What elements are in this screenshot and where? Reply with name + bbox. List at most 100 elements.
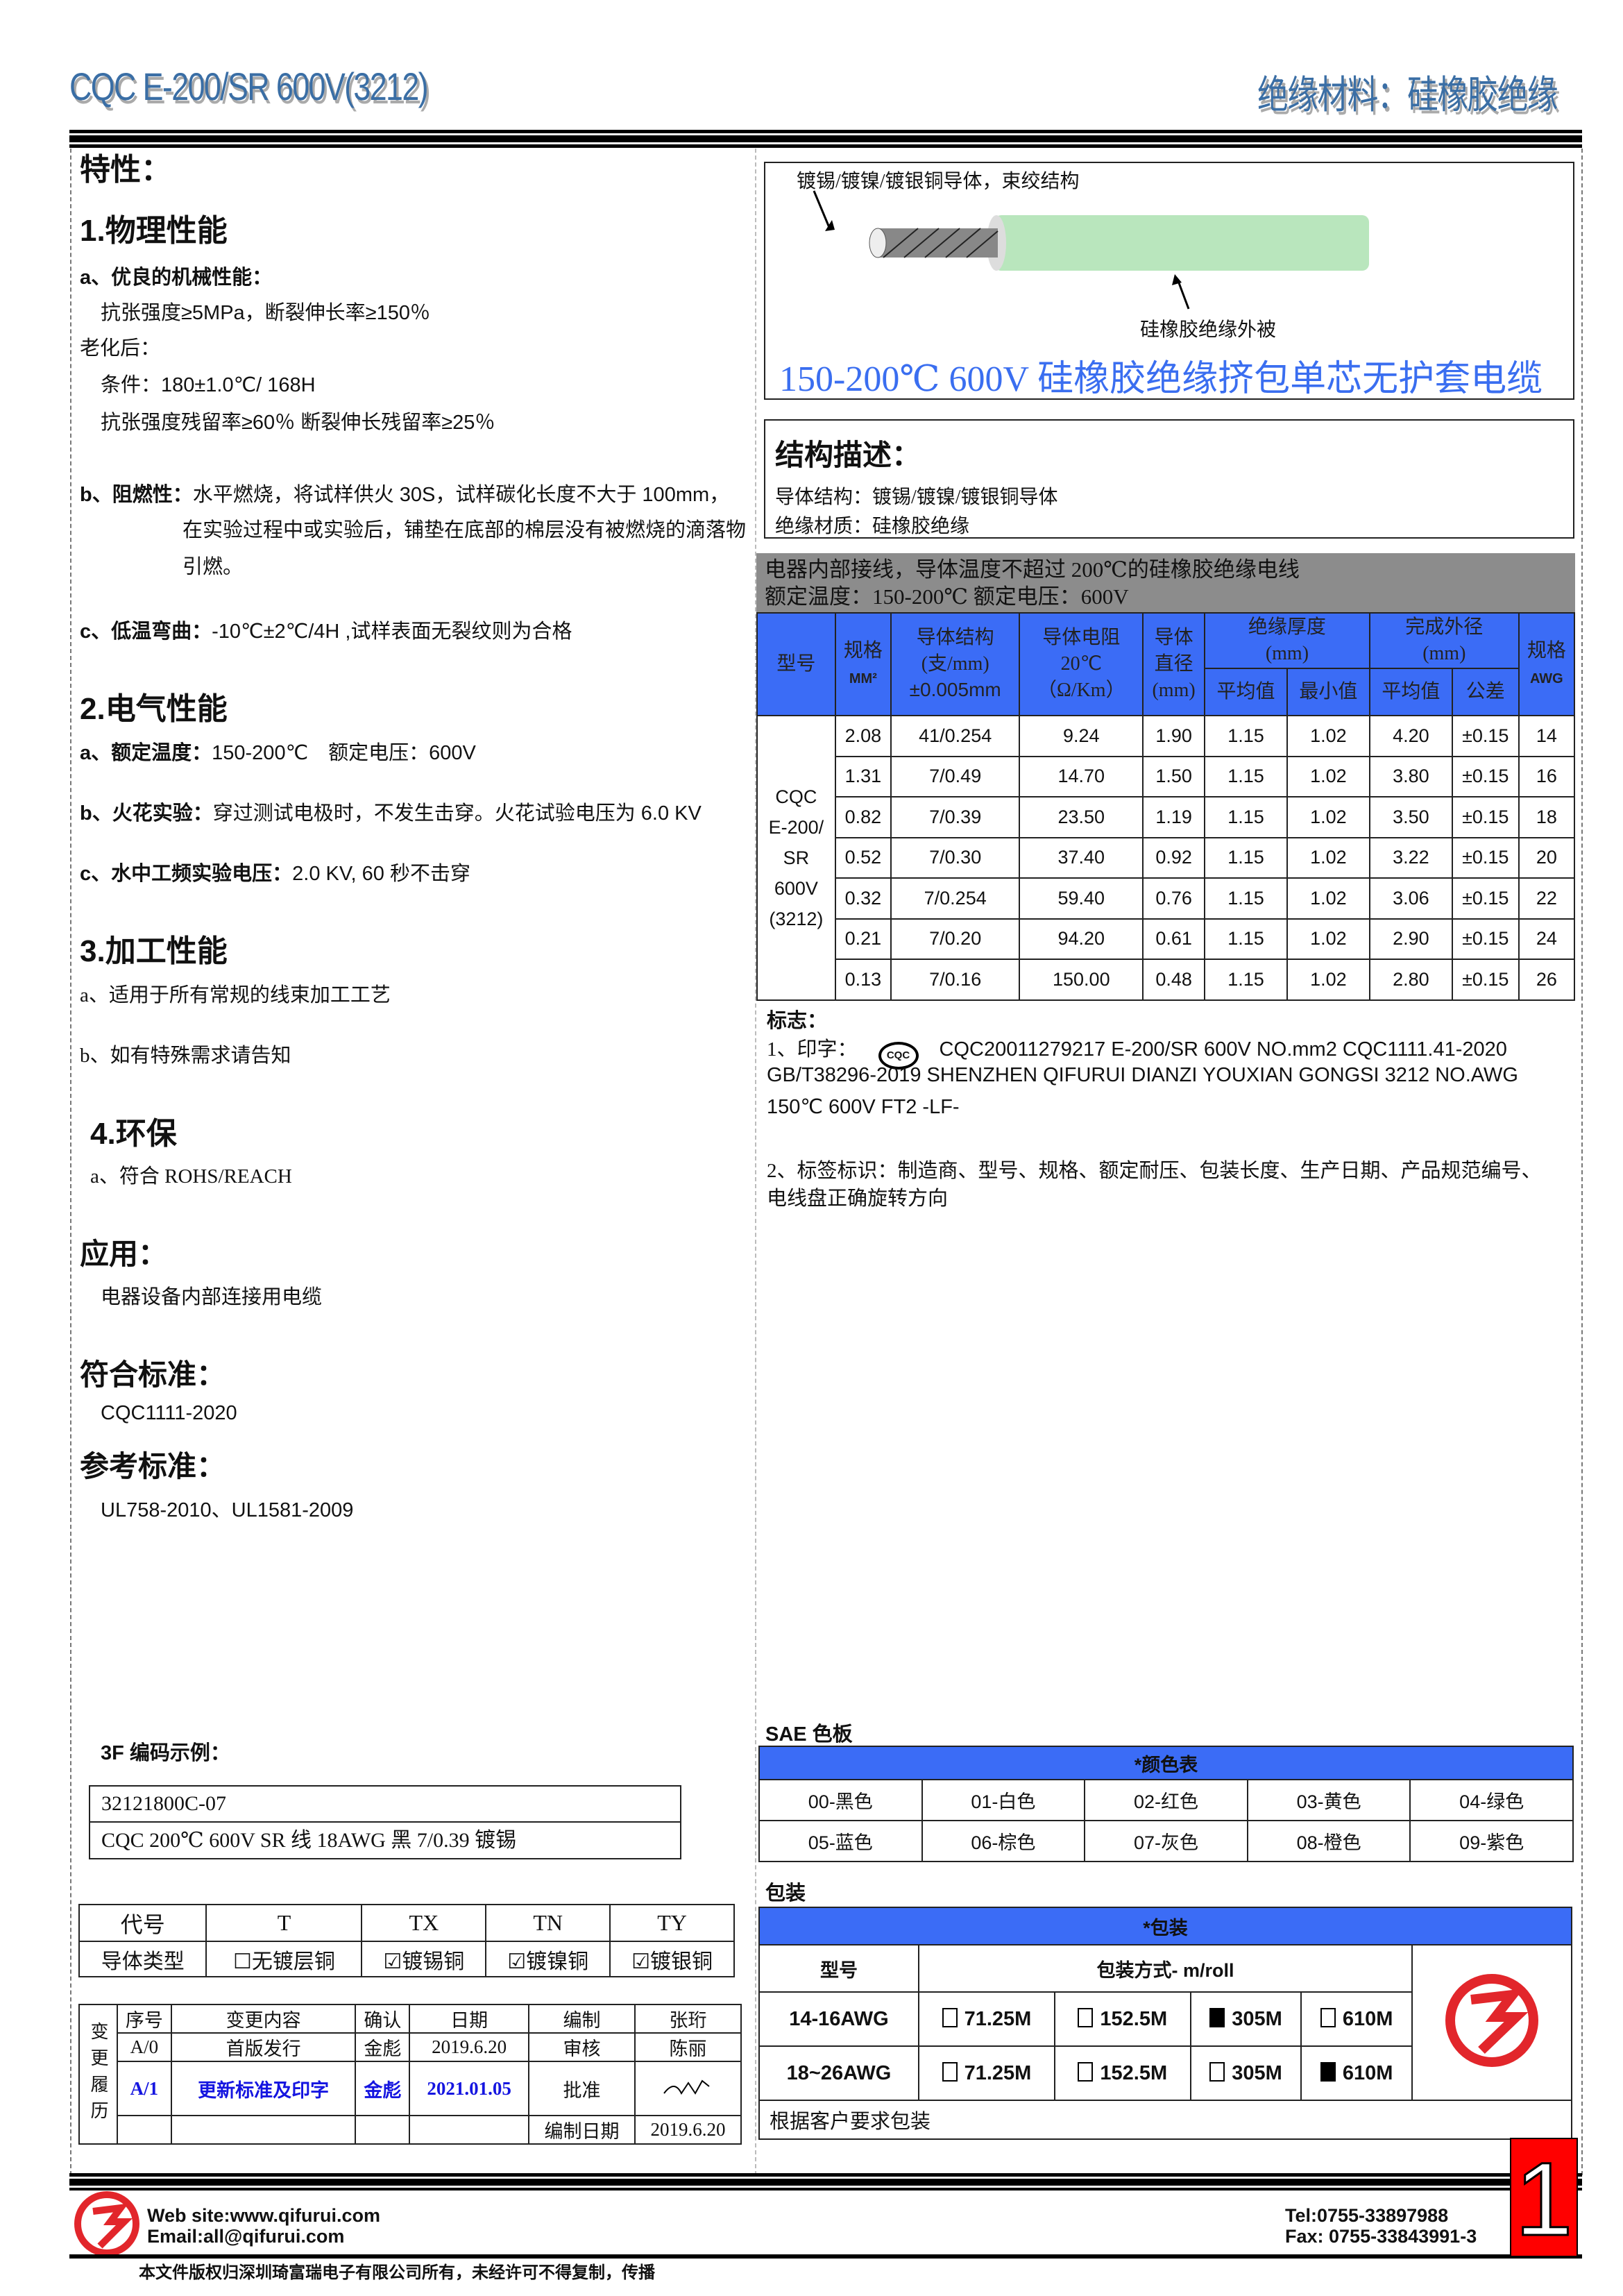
section-env-title: 4.环保 (90, 1117, 177, 1151)
col-od-avg: 平均值 (1368, 668, 1453, 716)
checked-box-icon[interactable]: ☑ (383, 1950, 402, 1973)
unselected-box-icon[interactable] (1209, 2061, 1225, 2082)
header-rule (69, 130, 1582, 133)
application-title: 应用： (80, 1238, 168, 1270)
conductor-option: ☑镀银铜 (609, 1941, 735, 1977)
color-item: 08-橙色 (1246, 1820, 1411, 1862)
history-row: A/1 更新标准及印字 金彪 2021.01.05 批准 (79, 2061, 742, 2116)
unselected-box-icon[interactable] (1078, 2007, 1094, 2027)
spec-cell: 20 (1518, 836, 1576, 879)
color-item: 05-蓝色 (758, 1820, 923, 1862)
unselected-box-icon[interactable] (1320, 2007, 1336, 2027)
col-ins-avg: 平均值 (1204, 668, 1288, 716)
print-label: 1、印字： (767, 1038, 858, 1061)
selected-box-icon[interactable] (1320, 2061, 1336, 2082)
fax: Fax: 0755-33843991-3 (1285, 2226, 1477, 2247)
column-divider (755, 149, 756, 2175)
spec-cell: 14.70 (1019, 755, 1144, 797)
spec-cell: 7/0.20 (890, 918, 1021, 960)
packing-model: 14-16AWG (758, 1991, 919, 2047)
l: ±0.005mm (909, 679, 1001, 701)
spec-cell: 9.24 (1019, 715, 1144, 757)
type-label: 导体类型 (78, 1941, 207, 1977)
company-logo-cell (1411, 1944, 1572, 2101)
history-empty-cell (409, 2115, 530, 2145)
checked-box-icon[interactable]: ☑ (507, 1950, 527, 1973)
unselected-box-icon[interactable] (1078, 2061, 1094, 2082)
history-cell: 更新标准及印字 (170, 2061, 357, 2116)
signature (634, 2061, 742, 2116)
packing-option: 152.5M (1053, 2045, 1191, 2101)
print-line-1: CQC20011279217 E-200/SR 600V NO.mm2 CQC1… (939, 1038, 1507, 1061)
color-item: 09-紫色 (1409, 1820, 1574, 1862)
spec-cell: 59.40 (1019, 877, 1144, 920)
l: AWG (1529, 671, 1563, 686)
summary-line-2: 额定温度：150-200℃ 额定电压：600V (765, 584, 1129, 609)
packing-option: 152.5M (1053, 1991, 1191, 2047)
col-od: 完成外径 (mm) (1368, 612, 1520, 669)
history-cell: 金彪 (355, 2061, 411, 2116)
spec-cell: 1.15 (1204, 959, 1288, 1001)
packing-length: 305M (1232, 2007, 1282, 2030)
l: (mm) (1422, 643, 1466, 664)
label-line-2: 电线盘正确旋转方向 (767, 1188, 949, 1210)
spec-cell: 150.00 (1019, 959, 1144, 1001)
spec-cell: ±0.15 (1451, 796, 1520, 838)
col-structure: 导体结构 (支/mm) ±0.005mm (890, 612, 1021, 716)
arrow-head (825, 220, 835, 231)
conductor-type-table: 代号 T TX TN TY 导体类型 ☐无镀层铜 ☑镀锡铜 ☑镀镍铜 ☑镀银铜 (78, 1903, 735, 1977)
page-number: 1 (1510, 2138, 1578, 2259)
header-rule-thick (69, 135, 1582, 142)
spec-cell: 7/0.39 (890, 796, 1021, 838)
spec-cell: 1.15 (1204, 796, 1288, 838)
packing-length: 152.5M (1100, 2061, 1168, 2084)
history-cell: A/1 (117, 2061, 172, 2116)
color-item: 01-白色 (921, 1779, 1086, 1821)
packing-note-row: 根据客户要求包装 (758, 2100, 1572, 2140)
col-diameter: 导体 直径 (mm) (1142, 612, 1205, 716)
cqc-logo: CQC (878, 1042, 919, 1070)
selected-box-icon[interactable] (1209, 2007, 1225, 2027)
l: (mm) (1152, 679, 1196, 701)
footer-rule (69, 2188, 1582, 2191)
spec-cell: ±0.15 (1451, 715, 1520, 757)
history-cell: 陈丽 (634, 2032, 742, 2062)
change-history-table: 变更履历 序号 变更内容 确认 日期 编制 张珩 A/0 首版发行 金彪 2019.6.20 审核 陈丽… (78, 2004, 742, 2145)
color-row: 05-蓝色 06-棕色 07-灰色 08-橙色 09-紫色 (758, 1820, 1574, 1862)
l: 20℃ (1060, 653, 1103, 675)
spec-cell: 1.15 (1204, 877, 1288, 920)
model-line: SR (783, 847, 810, 868)
processing-a: a、适用于所有常规的线束加工工艺 (80, 984, 391, 1006)
spec-row: 1.31 7/0.49 14.70 1.50 1.15 1.02 3.80 ±0.15 16 (757, 755, 1576, 797)
col-awg: 规格 AWG (1518, 612, 1576, 716)
spec-cell: 0.76 (1142, 877, 1205, 920)
spec-cell: 1.31 (834, 755, 892, 797)
unselected-box-icon[interactable] (942, 2007, 958, 2027)
history-header: 变更内容 (170, 2004, 357, 2034)
checked-box-icon[interactable]: ☑ (631, 1950, 651, 1973)
packing-header-row: *包装 (758, 1907, 1572, 1945)
spec-cell: 23.50 (1019, 796, 1144, 838)
spec-cell: 1.15 (1204, 836, 1288, 879)
history-cell: A/0 (117, 2032, 172, 2062)
unselected-box-icon[interactable] (942, 2061, 958, 2082)
code-header: TY (609, 1903, 735, 1943)
spec-cell: 1.02 (1286, 715, 1370, 757)
packing-title: 包装 (765, 1882, 806, 1905)
coding-example-box: 32121800C-07 CQC 200℃ 600V SR 线 18AWG 黑 … (89, 1785, 681, 1859)
website-link[interactable]: Web site:www.qifurui.com (147, 2205, 381, 2226)
unchecked-box-icon[interactable]: ☐ (233, 1950, 252, 1973)
history-empty-cell (117, 2115, 172, 2145)
email-link[interactable]: Email:all@qifurui.com (147, 2226, 345, 2247)
history-cell: 2021.01.05 (409, 2061, 530, 2116)
code-row: 代号 T TX TN TY (78, 1903, 735, 1943)
l: (mm) (1265, 643, 1309, 664)
col-insulation: 绝缘厚度 (mm) (1204, 612, 1370, 669)
code-header: 代号 (78, 1903, 207, 1943)
spec-cell: 14 (1518, 715, 1576, 757)
spec-cell: 3.22 (1368, 836, 1453, 879)
structure-title: 结构描述： (775, 439, 921, 471)
l: （Ω/Km） (1037, 679, 1125, 701)
spec-cell: 0.92 (1142, 836, 1205, 879)
option-label: 镀镍铜 (526, 1950, 589, 1973)
